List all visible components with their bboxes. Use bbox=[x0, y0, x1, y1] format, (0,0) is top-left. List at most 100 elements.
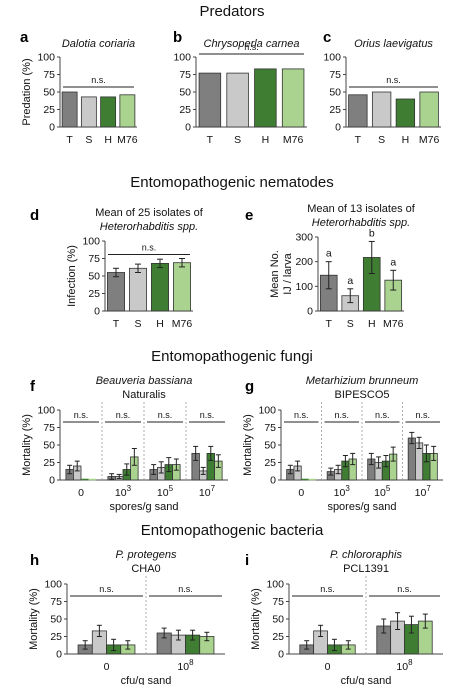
x-tick-exponent: 8 bbox=[408, 658, 413, 667]
x-tick-label: T bbox=[326, 318, 333, 330]
x-tick-label: 107 bbox=[415, 484, 432, 499]
y-tick-label: 50 bbox=[272, 614, 284, 626]
bar-S bbox=[371, 91, 392, 128]
y-tick-label: 25 bbox=[329, 104, 341, 116]
significance-label: n.s. bbox=[158, 410, 173, 420]
x-tick-label: 108 bbox=[177, 658, 194, 673]
y-tick-label: 50 bbox=[264, 440, 276, 452]
x-tick-base: 0 bbox=[78, 487, 84, 499]
bar-T bbox=[348, 94, 368, 128]
x-tick-label: 105 bbox=[374, 484, 391, 499]
significance-label: n.s. bbox=[294, 410, 309, 420]
y-axis-label: Mean No. bbox=[269, 250, 281, 298]
y-tick-label: 25 bbox=[43, 457, 55, 469]
chart-title: Mean of 13 isolates of bbox=[307, 203, 416, 215]
x-tick-label: 0 bbox=[104, 661, 110, 673]
panel-letter-d: d bbox=[30, 207, 39, 224]
bar-H bbox=[151, 262, 169, 312]
x-tick-exponent: 3 bbox=[127, 484, 132, 493]
x-tick-label: M76 bbox=[419, 134, 440, 146]
chart-c: Orius laevigatus 0 25 50 75 100 T S H M76 n.s. bbox=[323, 38, 441, 146]
y-tick-label: 0 bbox=[56, 649, 62, 661]
chart-title: Metarhizium brunneum bbox=[306, 375, 419, 387]
x-tick-base: 0 bbox=[325, 661, 331, 673]
bar-S bbox=[80, 96, 97, 128]
chart-a: Dalotia coriaria 0 25 50 75 100 Predation (%) T… bbox=[21, 38, 138, 146]
x-tick-base: 0 bbox=[298, 487, 304, 499]
significance-label: n.s. bbox=[334, 410, 349, 420]
chart-g: Metarhizium brunneumBIPESCO50255075100Mo… bbox=[242, 375, 443, 513]
chart-title: Chrysoperla carnea bbox=[204, 38, 300, 50]
y-axis-label: Mortality (%) bbox=[21, 414, 33, 476]
bar-H bbox=[254, 68, 277, 128]
x-tick-base: 0 bbox=[104, 661, 110, 673]
y-tick-label: 100 bbox=[37, 52, 55, 64]
significance-letter: a bbox=[347, 275, 353, 287]
x-axis-label: spores/g sand bbox=[109, 501, 178, 513]
y-axis-label: Mortality (%) bbox=[242, 414, 254, 476]
chart-subtitle: PCL1391 bbox=[343, 563, 389, 575]
y-axis-label-2: IJ / larva bbox=[282, 252, 294, 294]
x-tick-label: 0 bbox=[78, 487, 84, 499]
x-tick-label: S bbox=[134, 318, 141, 330]
section-title-fungi: Entomopathogenic fungi bbox=[151, 348, 313, 365]
x-tick-base: 10 bbox=[115, 487, 127, 499]
bar-M76 bbox=[173, 262, 191, 312]
y-tick-label: 100 bbox=[82, 236, 100, 248]
y-tick-label: 0 bbox=[49, 122, 55, 134]
y-tick-label: 75 bbox=[50, 596, 62, 608]
x-tick-label: M76 bbox=[383, 318, 404, 330]
panel-letter-a: a bbox=[20, 29, 29, 46]
x-tick-label: T bbox=[113, 318, 120, 330]
x-tick-label: H bbox=[262, 134, 270, 146]
x-axis-label: cfu/g sand bbox=[121, 675, 172, 685]
significance-label: n.s. bbox=[91, 75, 106, 85]
bar-T bbox=[407, 437, 416, 481]
y-tick-label: 0 bbox=[335, 122, 341, 134]
y-tick-label: 25 bbox=[264, 457, 276, 469]
y-tick-label: 25 bbox=[88, 288, 100, 300]
bar-H bbox=[100, 96, 117, 128]
bar-T bbox=[61, 91, 78, 128]
y-tick-label: 75 bbox=[329, 69, 341, 81]
y-tick-label: 75 bbox=[88, 253, 100, 265]
panel-letter-e: e bbox=[245, 207, 253, 224]
y-tick-label: 0 bbox=[49, 475, 55, 487]
x-tick-label: H bbox=[368, 318, 376, 330]
x-tick-base: 10 bbox=[177, 661, 189, 673]
chart-title: Orius laevigatus bbox=[354, 38, 433, 50]
significance-label: n.s. bbox=[99, 584, 114, 594]
chart-b: Chrysoperla carnea 0 25 50 75 100 T S H M76 n.s. bbox=[173, 38, 307, 146]
y-tick-label: 100 bbox=[258, 405, 276, 417]
significance-label: n.s. bbox=[320, 584, 335, 594]
x-tick-base: 10 bbox=[334, 487, 346, 499]
x-tick-label: S bbox=[378, 134, 385, 146]
x-tick-label: 105 bbox=[157, 484, 174, 499]
panel-letter-c: c bbox=[323, 29, 331, 46]
chart-f: Beauveria bassianaNaturalis0255075100Mor… bbox=[21, 375, 228, 513]
x-tick-exponent: 3 bbox=[345, 484, 350, 493]
x-tick-label: H bbox=[104, 134, 112, 146]
y-tick-label: 100 bbox=[44, 579, 62, 591]
chart-title: P. chlororaphis bbox=[330, 549, 402, 561]
panel-letter-i: i bbox=[245, 552, 249, 569]
bar-T bbox=[107, 272, 125, 312]
chart-i: P. chlororaphisPCL13910255075100Mortalit… bbox=[250, 549, 443, 685]
chart-title: Mean of 25 isolates of bbox=[95, 207, 204, 219]
y-tick-label: 0 bbox=[94, 306, 100, 318]
y-tick-label: 25 bbox=[43, 104, 55, 116]
x-tick-label: 108 bbox=[396, 658, 413, 673]
x-tick-exponent: 8 bbox=[189, 658, 194, 667]
y-tick-label: 75 bbox=[43, 69, 55, 81]
x-tick-label: 0 bbox=[325, 661, 331, 673]
chart-subtitle: Heterorhabditis spp. bbox=[100, 221, 198, 233]
chart-title: Beauveria bassiana bbox=[96, 375, 193, 387]
y-tick-label: 50 bbox=[43, 440, 55, 452]
significance-label: n.s. bbox=[415, 410, 430, 420]
x-tick-exponent: 5 bbox=[169, 484, 174, 493]
x-tick-base: 10 bbox=[415, 487, 427, 499]
x-tick-base: 10 bbox=[157, 487, 169, 499]
chart-subtitle: Naturalis bbox=[122, 389, 166, 401]
